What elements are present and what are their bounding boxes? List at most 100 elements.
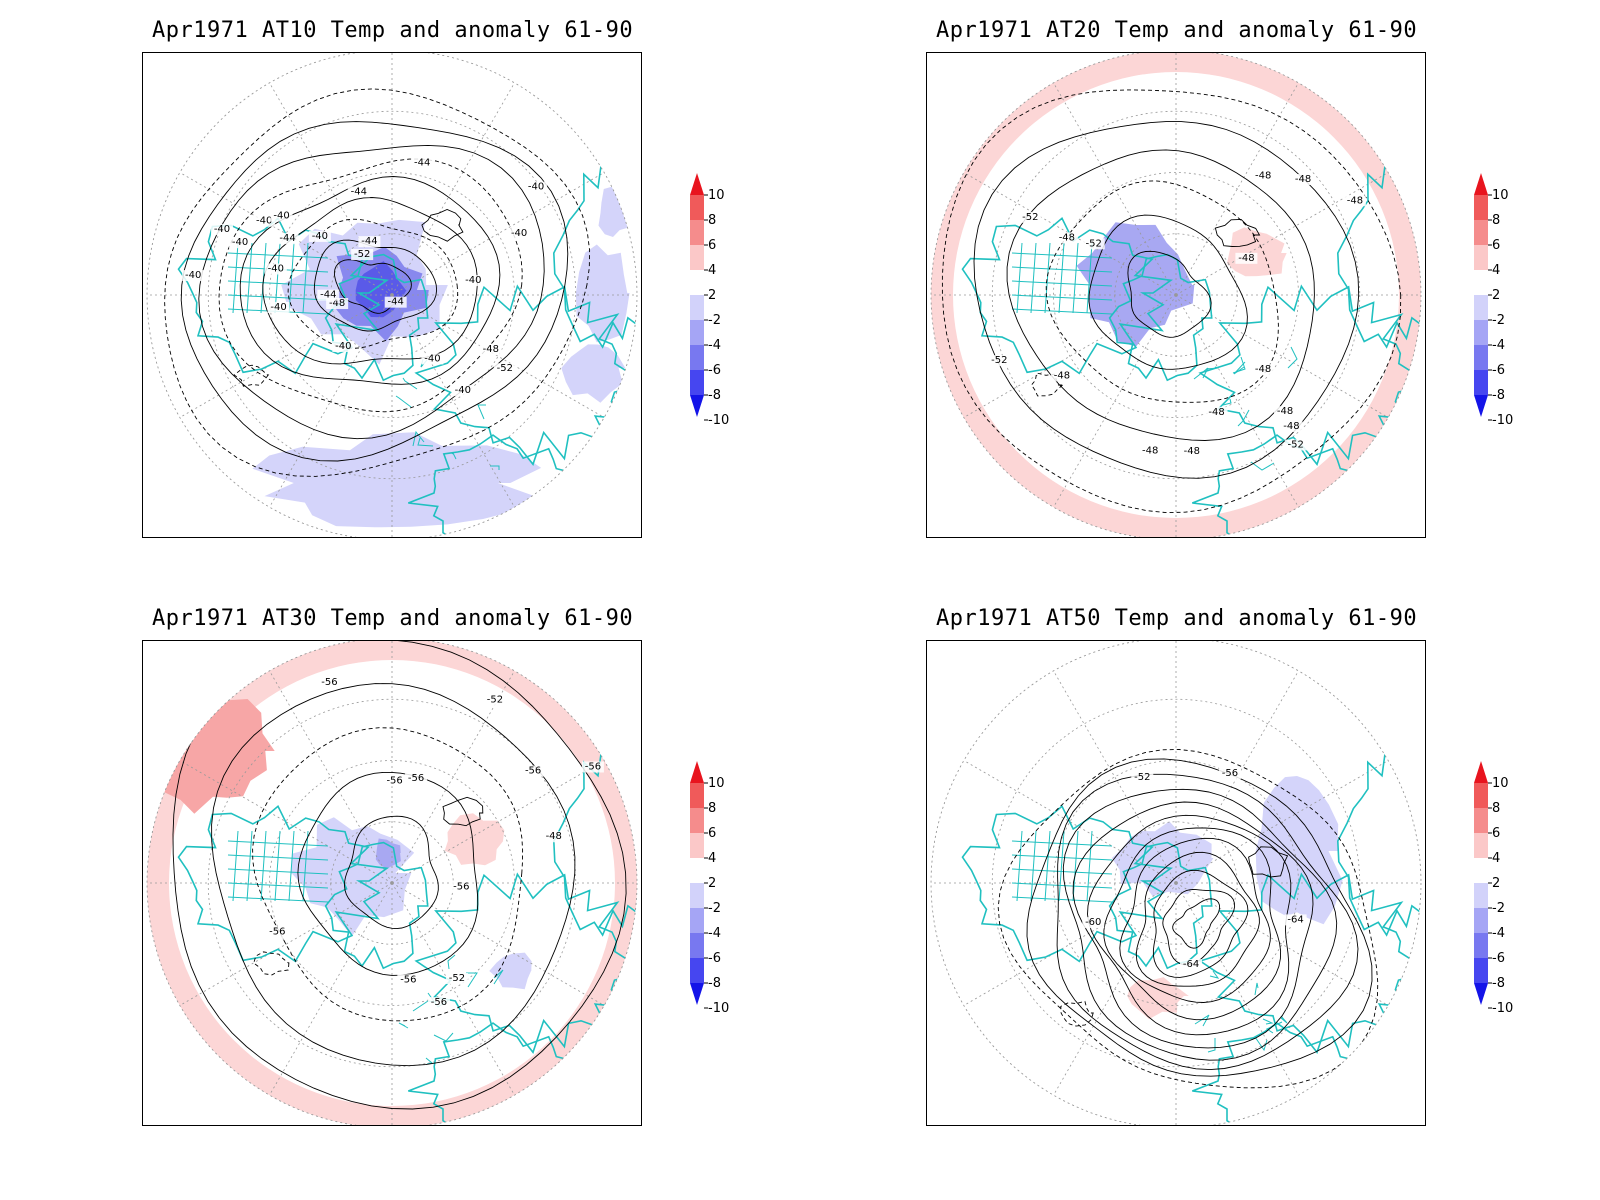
contour-label: -56 [431, 997, 447, 1008]
contour-label: -44 [414, 157, 430, 168]
contours [172, 641, 627, 1110]
coastline-north-america [177, 805, 390, 963]
contour-line [239, 176, 501, 385]
border-line [1011, 252, 1113, 259]
contour-label-bg [1252, 170, 1275, 182]
border-line [1016, 242, 1023, 314]
colorbar-tick-label: -8 [1492, 388, 1505, 403]
colorbar-arrow-top [690, 173, 704, 195]
contour-label: -44 [388, 297, 404, 308]
border-line [1265, 1021, 1283, 1034]
border-line [302, 242, 309, 314]
contour-label: -48 [329, 298, 345, 309]
border-line [227, 294, 329, 301]
border-line [1058, 830, 1065, 902]
border-line [227, 280, 329, 287]
contour-line [1162, 889, 1236, 966]
contour-label-bg [1218, 767, 1241, 779]
coastline-east-asia [1336, 148, 1421, 349]
contour-label: -56 [386, 775, 402, 786]
contour-label-bg [182, 270, 205, 282]
border-line [1254, 982, 1259, 996]
border-line [402, 377, 418, 390]
colorbar-arrow-bottom [690, 395, 704, 417]
negative-anomaly-area [252, 432, 542, 528]
map-content: -64 -52 -56 -60 -64 [931, 641, 1421, 1125]
border-line [246, 242, 253, 314]
coastline-north-america [961, 805, 1174, 963]
border-line [1072, 242, 1079, 314]
border-line [1207, 1038, 1216, 1053]
colorbar-arrow-top [1474, 173, 1488, 195]
contour-label: -52 [1022, 212, 1038, 223]
contour-line [164, 88, 591, 477]
colorbar-tick-label: -4 [1492, 926, 1505, 941]
colorbar-arrow-bottom [1474, 395, 1488, 417]
map-frame: -48 -48 -48 -52 -48 -48 -48 -48 -52 -52 -48 -48 -52-… [926, 52, 1426, 538]
contour-label: -56 [269, 927, 285, 938]
coastline-north-america [961, 217, 1174, 375]
border-line [1287, 346, 1298, 369]
border-line [274, 830, 281, 902]
contour-line [1026, 758, 1373, 1077]
colorbar: 10 8 6 4 2 -2 -4 -6 -8 -10 [1474, 173, 1513, 428]
border-line [1011, 840, 1113, 847]
contour-label: -52 [449, 973, 465, 984]
contour-label-bg [317, 289, 340, 301]
colorbar-tick-label: 2 [1492, 288, 1500, 303]
contour-line [211, 683, 576, 1067]
border-line [1030, 830, 1037, 902]
contour-line [1103, 827, 1282, 1021]
contour-label-bg [427, 997, 450, 1009]
contour-line [1135, 851, 1260, 987]
colorbar-tick-label: -8 [708, 976, 721, 991]
border-line [447, 954, 456, 970]
colorbar-segment [1474, 933, 1488, 958]
border-line [417, 437, 434, 447]
contour-label-bg [522, 765, 545, 777]
coastline-greenland [324, 253, 429, 382]
contour-line [1214, 218, 1261, 247]
border-line [1011, 308, 1113, 315]
map-frame: -64 -52 -56 -60 -64 [926, 640, 1426, 1126]
contour-label-bg [581, 761, 604, 773]
contour-label: -40 [511, 228, 527, 239]
panel-title: Apr1971 AT10 Temp and anomaly 61-90 [152, 18, 634, 43]
contour-label: -48 [1255, 364, 1271, 375]
contour-line [1060, 1000, 1094, 1027]
contour-label: -56 [400, 974, 416, 985]
contour-label-bg [1274, 406, 1297, 418]
border-line [227, 896, 329, 903]
contour-label-bg [1082, 238, 1105, 250]
contour-label-bg [351, 249, 374, 261]
coastline-north-america [177, 217, 390, 375]
contour-label-bg [479, 344, 502, 356]
border-line [302, 830, 309, 902]
colorbar-tick-label: 8 [708, 213, 716, 228]
colorbar-tick-label: 6 [708, 238, 716, 253]
border-line [1237, 409, 1250, 427]
contour-label: -48 [1277, 406, 1293, 417]
coastline-eurasia [414, 872, 637, 1054]
colorbar-segment [690, 833, 704, 858]
negative-anomaly-core [375, 838, 401, 869]
border-line [227, 840, 329, 847]
negative-anomaly-area [1255, 776, 1343, 925]
contour-line [1248, 846, 1289, 878]
contour-line [997, 749, 1379, 1089]
border-line [288, 830, 295, 902]
contour-label: -40 [455, 385, 471, 396]
contour-label-bg [1235, 252, 1258, 264]
colorbar-segment [690, 270, 704, 295]
contour-label: -40 [312, 231, 328, 242]
contour-label-bg [1280, 420, 1303, 432]
border-line [232, 830, 239, 902]
contour-label-bg [411, 157, 434, 169]
colorbar-tick-label: 8 [1492, 801, 1500, 816]
contour-label: -40 [185, 270, 201, 281]
colorbar-tick-label: -10 [708, 1001, 729, 1016]
contour-label: -52 [1288, 439, 1304, 450]
map-boundary [146, 641, 638, 1125]
border-line [227, 252, 329, 259]
meridian-line [269, 294, 393, 508]
